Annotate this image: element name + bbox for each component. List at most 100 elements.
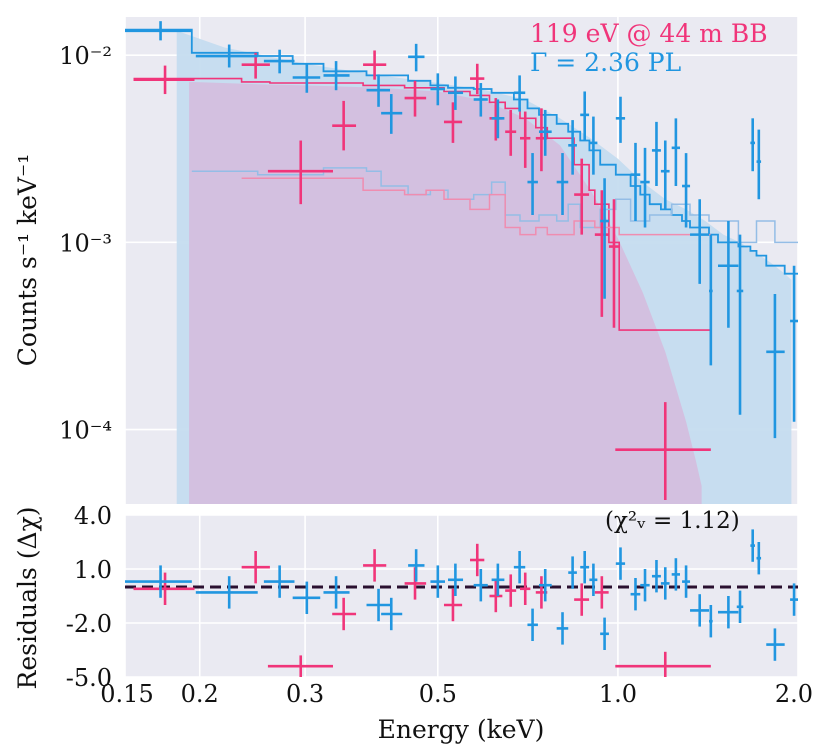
spectrum-data-point	[630, 142, 641, 222]
residual-data-point	[615, 651, 711, 677]
spectrum-data-point	[608, 199, 620, 328]
spectrum-data-point	[615, 402, 711, 501]
residual-data-point	[363, 549, 387, 582]
spectrum-data-point	[660, 140, 670, 210]
residual-data-point	[718, 596, 739, 629]
spectrum-data-point	[568, 120, 577, 175]
spectrum-data-point	[473, 83, 488, 117]
spectrum-data-points	[125, 21, 798, 501]
residual-data-point	[332, 597, 357, 631]
residual-data-point	[690, 594, 710, 627]
model-step-line	[241, 177, 711, 236]
residual-data-point	[430, 565, 445, 598]
x-tick-label: 0.5	[419, 680, 457, 708]
residuals-gridlines	[124, 514, 799, 678]
spectrum-y-axis-label: Counts s⁻¹ keV⁻¹	[13, 154, 42, 366]
spectrum-data-point	[133, 65, 195, 95]
spectrum-data-point	[513, 75, 526, 112]
residual-data-point	[600, 617, 609, 650]
residual-data-point	[568, 556, 577, 589]
residual-data-point	[790, 583, 798, 616]
spectrum-data-point	[404, 80, 427, 117]
model-step-line	[125, 28, 798, 275]
spectrum-data-point	[766, 293, 785, 439]
spectrum-y-tick-label: 10⁻⁴	[59, 417, 112, 445]
spectrum-data-point	[736, 234, 744, 415]
spectrum-data-point	[332, 100, 357, 151]
spectrum-y-tick-labels: 10⁻⁴ 10⁻³ 10⁻²	[59, 42, 112, 444]
residual-data-point	[709, 605, 713, 638]
x-tick-label: 0.2	[181, 680, 219, 708]
spectrum-data-point	[651, 121, 661, 187]
residuals-y-tick-labels: 4.0 1.0 -2.0 -5.0	[66, 502, 112, 692]
spectrum-data-point	[718, 221, 739, 328]
residual-data-point	[267, 655, 333, 677]
residual-data-point	[195, 576, 258, 609]
residual-data-point	[448, 563, 464, 596]
residual-data-point	[651, 560, 661, 593]
residual-data-point	[556, 612, 569, 645]
residual-data-point	[756, 542, 762, 575]
residual-data-point	[615, 547, 626, 580]
residual-data-point	[491, 563, 505, 596]
residual-data-point	[640, 569, 650, 602]
residual-data-point	[323, 576, 350, 609]
spectrum-data-point	[491, 99, 505, 139]
spectrum-data-point	[690, 199, 710, 284]
residual-data-point	[671, 558, 681, 591]
spectrum-data-point	[600, 178, 609, 299]
spectrum-data-point	[366, 74, 391, 107]
legend-entry-pl: Γ = 2.36 PL	[530, 48, 681, 77]
x-tick-label: 0.3	[286, 680, 324, 708]
spectrum-data-point	[750, 118, 756, 172]
x-tick-label: 2.0	[775, 680, 813, 708]
spectrum-data-point	[790, 265, 798, 422]
legend-entry-bb: 119 eV @ 44 m BB	[530, 19, 768, 48]
residual-data-point	[133, 572, 195, 605]
spectrum-data-point	[292, 63, 321, 93]
residual-data-point	[263, 565, 295, 598]
residual-data-point	[594, 576, 609, 609]
spectrum-data-point	[640, 147, 650, 228]
residual-data-point	[505, 574, 517, 607]
model-fill-area	[189, 81, 702, 504]
residual-data-point	[443, 588, 463, 622]
residual-data-point	[473, 569, 488, 602]
residual-data-point	[513, 551, 526, 584]
residual-data-point	[241, 551, 270, 584]
residual-data-point	[527, 608, 538, 641]
x-axis-label: Energy (keV)	[378, 715, 545, 744]
spectrum-y-tick-label: 10⁻²	[59, 42, 112, 70]
spectrum-data-point	[527, 153, 538, 216]
spectrum-data-point	[538, 109, 552, 156]
spectrum-y-tick-label: 10⁻³	[59, 229, 112, 257]
spectrum-data-point	[505, 109, 517, 156]
residual-data-point	[589, 563, 598, 596]
residuals-panel: 4.0 1.0 -2.0 -5.0 Residuals (Δχ) (χ²ᵥ = 1.1…	[13, 502, 799, 692]
residual-data-point	[660, 567, 670, 600]
residuals-y-tick-label: -2.0	[66, 610, 112, 638]
chi-square-annotation: (χ²ᵥ = 1.12)	[605, 508, 740, 534]
spectrum-model-fills	[176, 30, 792, 504]
spectrum-data-point	[589, 116, 598, 175]
spectrum-data-point	[556, 153, 569, 216]
residuals-y-axis-label: Residuals (Δχ)	[13, 507, 42, 690]
spectrum-data-point	[430, 73, 445, 106]
x-tick-label: 1.0	[599, 680, 637, 708]
residual-data-point	[519, 572, 531, 605]
residual-data-point	[125, 565, 192, 598]
spectrum-data-point	[381, 94, 403, 134]
residual-data-point	[682, 565, 691, 598]
spectrum-data-point	[263, 49, 295, 74]
spectrum-model-lines	[125, 28, 798, 331]
spectrum-data-point	[615, 96, 626, 143]
spectrum-data-point	[580, 91, 590, 141]
residual-data-point	[366, 588, 391, 622]
spectrum-data-point	[682, 153, 691, 228]
spectrum-data-point	[470, 63, 485, 95]
residual-data-point	[736, 590, 744, 623]
residual-data-point	[470, 543, 485, 577]
residuals-panel-background	[125, 515, 798, 677]
spectrum-data-point	[671, 118, 681, 187]
